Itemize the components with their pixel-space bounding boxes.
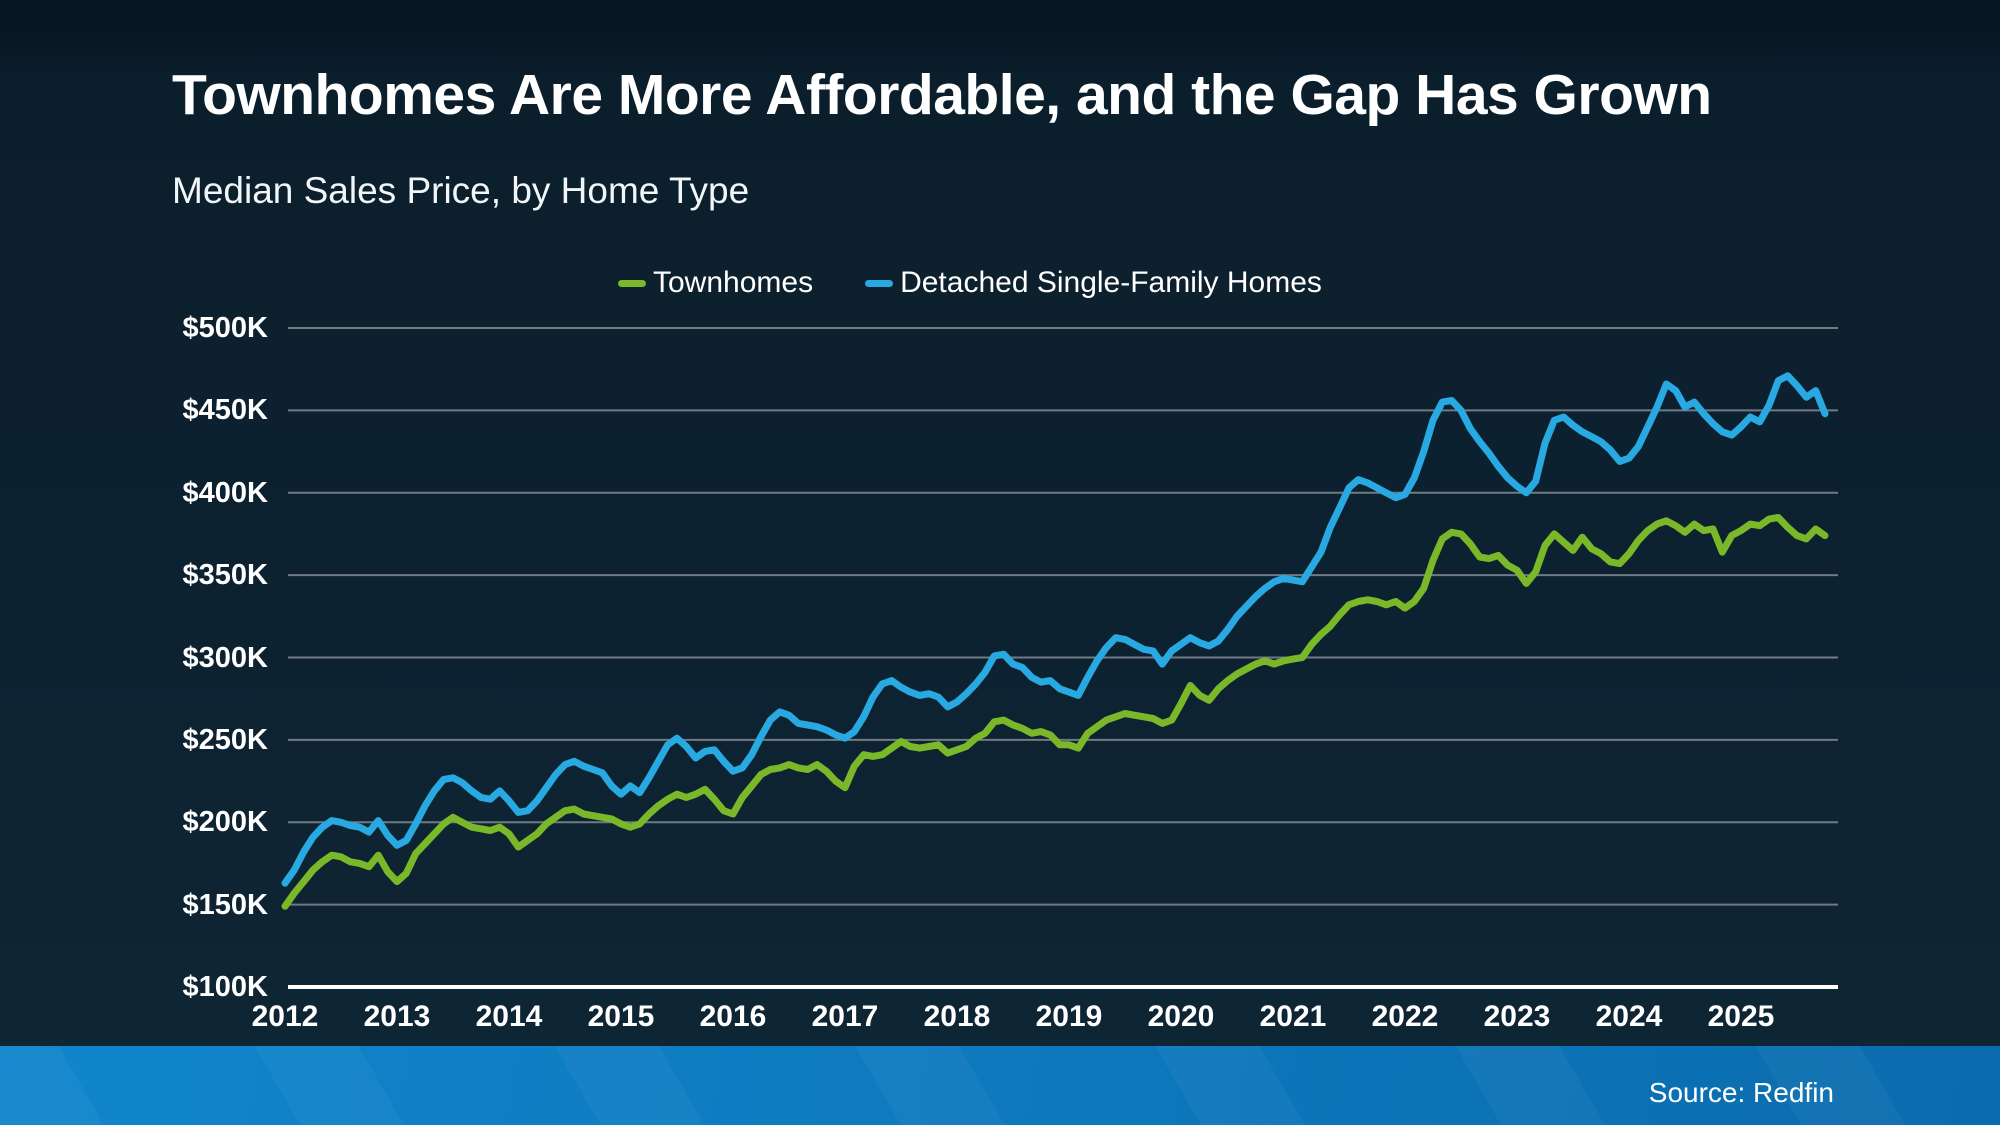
x-tick-label: 2019 xyxy=(1035,1000,1103,1033)
y-tick-label: $500K xyxy=(182,312,268,344)
x-tick-label: 2022 xyxy=(1371,1000,1439,1033)
source-credit: Source: Redfin xyxy=(1648,1076,1834,1108)
x-tick-label: 2012 xyxy=(251,1000,319,1033)
x-tick-label: 2015 xyxy=(587,1000,655,1033)
x-tick-label: 2021 xyxy=(1259,1000,1327,1033)
x-tick-label: 2014 xyxy=(475,1000,543,1033)
x-tick-label: 2018 xyxy=(923,1000,991,1033)
detached-line-swatch xyxy=(865,279,894,287)
x-tick-label: 2025 xyxy=(1707,1000,1775,1033)
legend-item-detached: Detached Single-Family Homes xyxy=(865,266,1322,300)
x-tick-label: 2013 xyxy=(363,1000,431,1033)
y-tick-label: $150K xyxy=(182,888,268,921)
chart-subtitle: Median Sales Price, by Home Type xyxy=(172,170,750,211)
y-tick-label: $100K xyxy=(182,971,268,1003)
x-tick-label: 2020 xyxy=(1147,1000,1215,1033)
x-tick-label: 2016 xyxy=(699,1000,767,1033)
legend-label-detached: Detached Single-Family Homes xyxy=(900,266,1322,299)
bottom-bar: Source: Redfin xyxy=(0,1046,2000,1125)
legend-label-townhomes: Townhomes xyxy=(653,266,814,299)
x-tick-label: 2017 xyxy=(811,1000,879,1033)
series-line-townhomes xyxy=(281,514,1829,910)
y-tick-label: $300K xyxy=(182,641,268,674)
x-tick-label: 2023 xyxy=(1483,1000,1551,1033)
x-tick-label: 2024 xyxy=(1595,1000,1663,1033)
legend: Townhomes Detached Single-Family Homes xyxy=(618,266,1322,300)
y-tick-label: $450K xyxy=(182,394,268,427)
y-tick-label: $350K xyxy=(182,559,268,592)
chart-title: Townhomes Are More Affordable, and the G… xyxy=(172,63,1712,127)
legend-item-townhomes: Townhomes xyxy=(618,266,813,300)
y-tick-label: $200K xyxy=(182,806,268,839)
townhomes-line-swatch xyxy=(618,279,646,287)
y-tick-label: $400K xyxy=(182,476,268,509)
y-tick-label: $250K xyxy=(182,723,268,756)
series-line-detached-single-family-homes xyxy=(281,372,1829,887)
